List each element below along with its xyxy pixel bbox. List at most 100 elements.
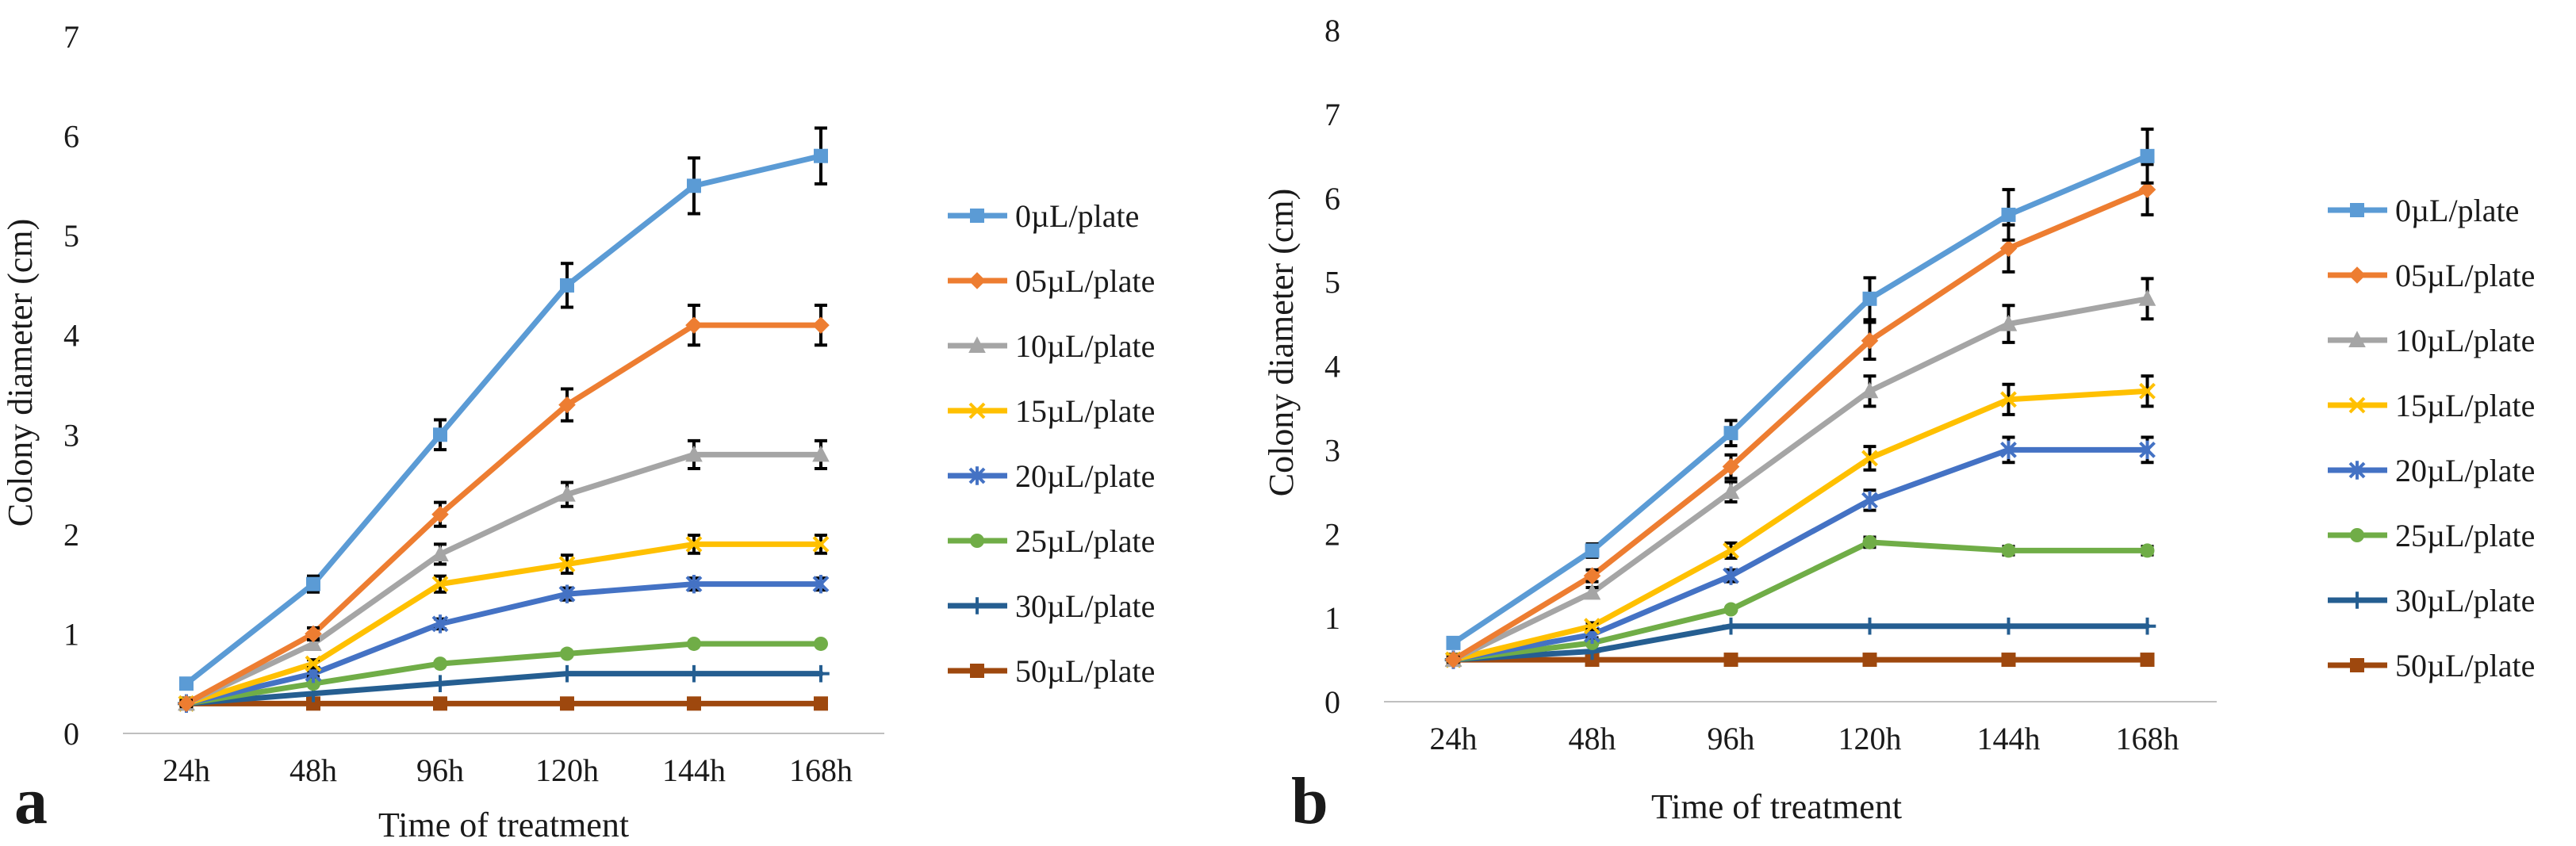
legend-marker: [2348, 591, 2366, 609]
series-05-l-plate: [178, 304, 830, 713]
data-point: [1723, 426, 1738, 441]
y-tick-label: 1: [1324, 600, 1340, 636]
y-tick-label: 8: [1324, 13, 1340, 48]
data-point: [685, 316, 703, 334]
series-line: [1451, 186, 2150, 663]
data-point: [305, 655, 322, 672]
legend-label: 20µL/plate: [1015, 458, 1155, 494]
legend-marker: [968, 466, 986, 485]
data-point: [1723, 542, 1739, 559]
x-tick-label: 120h: [535, 752, 599, 788]
legend-label: 25µL/plate: [2395, 518, 2535, 553]
legend-entry: 50µL/plate: [948, 653, 1155, 689]
series-line: [1451, 388, 2150, 663]
data-point: [687, 178, 701, 193]
legend-entry: 10µL/plate: [948, 328, 1155, 364]
x-tick-label: 24h: [1430, 721, 1478, 756]
data-point: [1583, 567, 1601, 584]
legend-label: 50µL/plate: [1015, 653, 1155, 689]
data-point: [1723, 566, 1739, 585]
y-tick-label: 3: [1324, 432, 1340, 468]
data-point: [558, 664, 576, 683]
data-point: [1446, 635, 1461, 650]
y-tick-label: 1: [63, 616, 79, 652]
y-tick-label: 7: [63, 19, 79, 55]
data-point: [1583, 583, 1601, 600]
data-point: [560, 646, 574, 661]
legend-marker: [970, 209, 984, 223]
data-point: [2140, 543, 2155, 558]
legend-entry: 50µL/plate: [2328, 648, 2535, 683]
data-point: [306, 696, 320, 711]
legend-marker: [2348, 266, 2366, 284]
data-point: [305, 625, 322, 643]
data-point: [560, 696, 574, 711]
data-point: [812, 664, 830, 683]
data-point: [2138, 181, 2156, 198]
y-tick-label: 7: [1324, 97, 1340, 132]
data-point: [1722, 482, 1740, 500]
legend-label: 05µL/plate: [1015, 263, 1155, 299]
series-line: [1451, 446, 2150, 663]
legend-label: 20µL/plate: [2395, 453, 2535, 488]
data-point: [1444, 651, 1462, 668]
data-point: [306, 576, 320, 591]
data-point: [687, 696, 701, 711]
legend-marker: [968, 402, 986, 419]
legend-marker: [2348, 331, 2366, 347]
data-point: [685, 664, 703, 683]
legend-entry: 10µL/plate: [2328, 323, 2535, 358]
legend-marker: [2350, 528, 2364, 542]
legend-marker: [968, 336, 986, 353]
legend-marker: [2348, 396, 2366, 414]
series-line: [183, 641, 824, 706]
y-axis-title: Colony diameter (cm): [1, 219, 40, 527]
legend-entry: 25µL/plate: [948, 523, 1155, 559]
data-point: [812, 316, 830, 334]
x-tick-label: 144h: [662, 752, 726, 788]
data-point: [814, 696, 828, 711]
series-line: [183, 541, 824, 706]
data-point: [1999, 617, 2018, 635]
series-05-l-plate: [1444, 163, 2156, 668]
data-point: [812, 445, 830, 462]
legend-marker: [970, 664, 984, 678]
legend-entry: 20µL/plate: [2328, 453, 2535, 488]
legend-entry: 15µL/plate: [2328, 388, 2535, 423]
data-point: [1723, 653, 1738, 668]
data-point: [1861, 331, 1879, 350]
legend-entry: 20µL/plate: [948, 458, 1155, 494]
y-tick-label: 0: [63, 716, 79, 752]
data-point: [2001, 543, 2016, 558]
legend-marker: [2350, 203, 2364, 217]
legend-entry: 30µL/plate: [2328, 583, 2535, 618]
legend-marker: [970, 534, 984, 548]
data-point: [1861, 617, 1879, 635]
x-tick-label: 120h: [1838, 721, 1902, 756]
data-point: [431, 545, 449, 561]
chart-panel-a: 0 1 2 3 4 5 6 7 24h 48h 96h 120h 144h 168h Time of tre…: [1, 19, 1155, 844]
series-line: [183, 671, 824, 706]
y-tick-label: 5: [1324, 265, 1340, 301]
legend-entry: 0µL/plate: [2328, 193, 2519, 228]
x-tick-label: 144h: [1977, 721, 2041, 756]
y-tick-label: 0: [1324, 684, 1340, 720]
data-point: [2000, 440, 2017, 460]
data-point: [2140, 653, 2155, 668]
x-tick-label: 24h: [163, 752, 210, 788]
y-tick-label: 5: [63, 218, 79, 254]
series-line: [1451, 539, 2150, 663]
legend-label: 15µL/plate: [2395, 388, 2535, 423]
data-point: [306, 676, 320, 691]
data-point: [1722, 617, 1740, 635]
x-axis-title: Time of treatment: [378, 806, 629, 844]
y-tick-label: 2: [63, 517, 79, 553]
legend-label: 30µL/plate: [2395, 583, 2535, 618]
legend-entry: 30µL/plate: [948, 588, 1155, 624]
series-0-l-plate: [1446, 127, 2155, 650]
chart-panel-b: 0 1 2 3 4 5 6 7 8 24h 48h 96h 120h 144h 168h Time of tr…: [1262, 13, 2535, 838]
legend-label: 25µL/plate: [1015, 523, 1155, 559]
data-point: [431, 614, 449, 634]
data-point: [2139, 382, 2156, 400]
data-point: [2138, 289, 2156, 306]
